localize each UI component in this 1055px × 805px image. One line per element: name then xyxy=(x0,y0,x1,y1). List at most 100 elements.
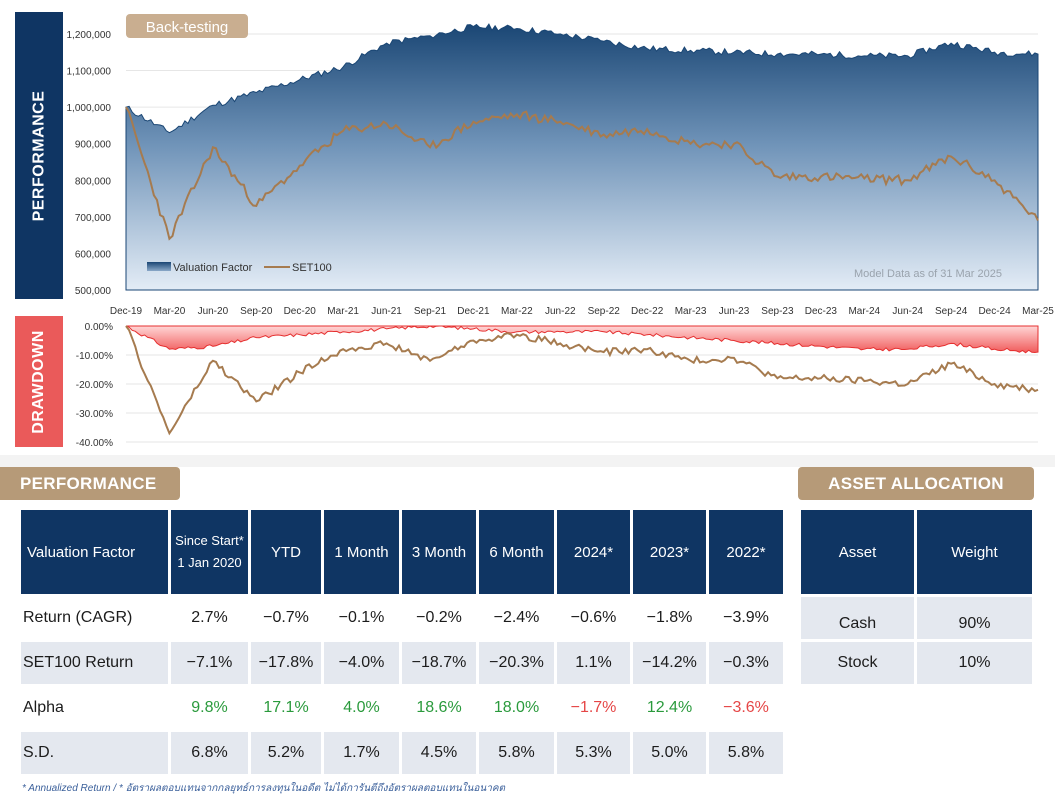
x-tick-label: Dec-21 xyxy=(457,306,490,317)
allocation-header-row: Asset Weight xyxy=(801,510,1032,594)
allocation-row-cash: Cash 90% xyxy=(801,597,1032,639)
model-data-note: Model Data as of 31 Mar 2025 xyxy=(854,268,1002,280)
col-3-month: 3 Month xyxy=(402,510,476,594)
asset-allocation-header: ASSET ALLOCATION xyxy=(798,467,1034,500)
drawdown-chart: 0.00% -10.00% -20.00% -30.00% -40.00% xyxy=(76,322,1039,449)
col-2023: 2023* xyxy=(633,510,706,594)
back-testing-title: Back-testing xyxy=(146,19,229,36)
y-tick-label: 1,200,000 xyxy=(67,30,112,41)
table-cell: 4.0% xyxy=(324,687,399,729)
col-ytd: YTD xyxy=(251,510,321,594)
x-tick-label: Jun-20 xyxy=(198,306,229,317)
table-cell: −0.3% xyxy=(709,642,783,684)
table-cell: −0.6% xyxy=(557,597,630,639)
performance-table-body: Return (CAGR) 2.7% −0.7% −0.1% −0.2% −2.4% −0.… xyxy=(21,597,783,774)
x-tick-label: Mar-21 xyxy=(327,306,359,317)
table-cell: 12.4% xyxy=(633,687,706,729)
background-stripe xyxy=(0,455,1055,467)
x-tick-label: Jun-23 xyxy=(719,306,750,317)
col-asset: Asset xyxy=(801,510,914,594)
performance-chart: 500,000 600,000 700,000 800,000 900,000 1,000… xyxy=(67,14,1054,317)
table-cell: 1.7% xyxy=(324,732,399,774)
table-cell: −0.7% xyxy=(251,597,321,639)
row-label: Return (CAGR) xyxy=(21,597,168,639)
table-cell: −17.8% xyxy=(251,642,321,684)
table-cell: 1.1% xyxy=(557,642,630,684)
performance-side-label: PERFORMANCE xyxy=(15,12,63,299)
y-tick-label: 900,000 xyxy=(75,140,112,151)
table-cell: −20.3% xyxy=(479,642,554,684)
col-weight: Weight xyxy=(917,510,1032,594)
asset-weight: 10% xyxy=(917,642,1032,684)
col-since-start: Since Start* 1 Jan 2020 xyxy=(171,510,248,594)
col-valuation-factor: Valuation Factor xyxy=(21,510,168,594)
col-2024: 2024* xyxy=(557,510,630,594)
valuation-factor-area xyxy=(125,23,1039,291)
y-tick-label: 500,000 xyxy=(75,286,112,297)
row-label: Alpha xyxy=(21,687,168,729)
x-tick-label: Mar-23 xyxy=(675,306,707,317)
x-tick-label: Dec-19 xyxy=(110,306,143,317)
table-cell: −4.0% xyxy=(324,642,399,684)
x-tick-label: Sep-21 xyxy=(414,306,447,317)
y-tick-label: -10.00% xyxy=(76,351,113,362)
x-tick-label: Sep-22 xyxy=(588,306,621,317)
x-tick-label: Dec-22 xyxy=(631,306,664,317)
performance-table: Valuation Factor Since Start* 1 Jan 2020 … xyxy=(18,507,786,777)
y-tick-label: 700,000 xyxy=(75,213,112,224)
drawdown-y-ticks: 0.00% -10.00% -20.00% -30.00% -40.00% xyxy=(76,322,113,449)
set100-line xyxy=(125,106,1039,241)
table-cell: −14.2% xyxy=(633,642,706,684)
col-2022: 2022* xyxy=(709,510,783,594)
asset-weight: 90% xyxy=(917,597,1032,639)
y-tick-label: 800,000 xyxy=(75,176,112,187)
x-tick-label: Mar-25 xyxy=(1022,306,1054,317)
y-tick-label: 0.00% xyxy=(85,322,113,333)
y-tick-label: -30.00% xyxy=(76,409,113,420)
performance-table-row: Return (CAGR) 2.7% −0.7% −0.1% −0.2% −2.4% −0.… xyxy=(21,597,783,639)
table-cell: −1.7% xyxy=(557,687,630,729)
allocation-table: Asset Weight Cash 90% Stock 10% xyxy=(798,507,1035,687)
x-tick-label: Dec-24 xyxy=(978,306,1011,317)
performance-table-header-row: Valuation Factor Since Start* 1 Jan 2020 … xyxy=(21,510,783,594)
y-tick-label: -40.00% xyxy=(76,438,113,449)
allocation-row-stock: Stock 10% xyxy=(801,642,1032,684)
table-cell: −0.1% xyxy=(324,597,399,639)
x-tick-label: Jun-22 xyxy=(545,306,576,317)
table-cell: 6.8% xyxy=(171,732,248,774)
x-tick-label: Jun-24 xyxy=(892,306,923,317)
col-since-start-line2: 1 Jan 2020 xyxy=(177,555,242,570)
performance-table-row: Alpha 9.8% 17.1% 4.0% 18.6% 18.0% −1.7% 12.4% −3… xyxy=(21,687,783,729)
x-tick-label: Mar-24 xyxy=(848,306,880,317)
table-cell: −1.8% xyxy=(633,597,706,639)
col-since-start-line1: Since Start* xyxy=(175,533,244,548)
col-6-month: 6 Month xyxy=(479,510,554,594)
row-label: S.D. xyxy=(21,732,168,774)
table-cell: 5.3% xyxy=(557,732,630,774)
table-cell: 5.2% xyxy=(251,732,321,774)
table-cell: −3.9% xyxy=(709,597,783,639)
table-cell: 5.8% xyxy=(479,732,554,774)
performance-section-header: PERFORMANCE xyxy=(0,467,180,500)
legend-label-valuation-factor: Valuation Factor xyxy=(173,262,253,274)
footnote: * Annualized Return / * อัตราผลตอบแทนจาก… xyxy=(22,783,506,794)
x-tick-label: Mar-20 xyxy=(154,306,186,317)
drawdown-side-label: DRAWDOWN xyxy=(15,316,63,447)
table-cell: −0.2% xyxy=(402,597,476,639)
table-cell: −7.1% xyxy=(171,642,248,684)
x-tick-label: Jun-21 xyxy=(371,306,402,317)
x-tick-label: Dec-23 xyxy=(805,306,838,317)
y-tick-label: -20.00% xyxy=(76,380,113,391)
table-cell: 5.0% xyxy=(633,732,706,774)
row-label: SET100 Return xyxy=(21,642,168,684)
table-cell: −18.7% xyxy=(402,642,476,684)
performance-x-ticks: Dec-19 Mar-20 Jun-20 Sep-20 Dec-20 Mar-21 Jun-… xyxy=(110,306,1054,317)
performance-table-row: S.D. 6.8% 5.2% 1.7% 4.5% 5.8% 5.3% 5.0% 5.8% xyxy=(21,732,783,774)
x-tick-label: Sep-23 xyxy=(761,306,794,317)
table-cell: 18.0% xyxy=(479,687,554,729)
performance-table-row: SET100 Return −7.1% −17.8% −4.0% −18.7% −20.3… xyxy=(21,642,783,684)
table-cell: 2.7% xyxy=(171,597,248,639)
table-cell: −2.4% xyxy=(479,597,554,639)
legend-label-set100: SET100 xyxy=(292,262,332,274)
y-tick-label: 1,000,000 xyxy=(67,103,112,114)
